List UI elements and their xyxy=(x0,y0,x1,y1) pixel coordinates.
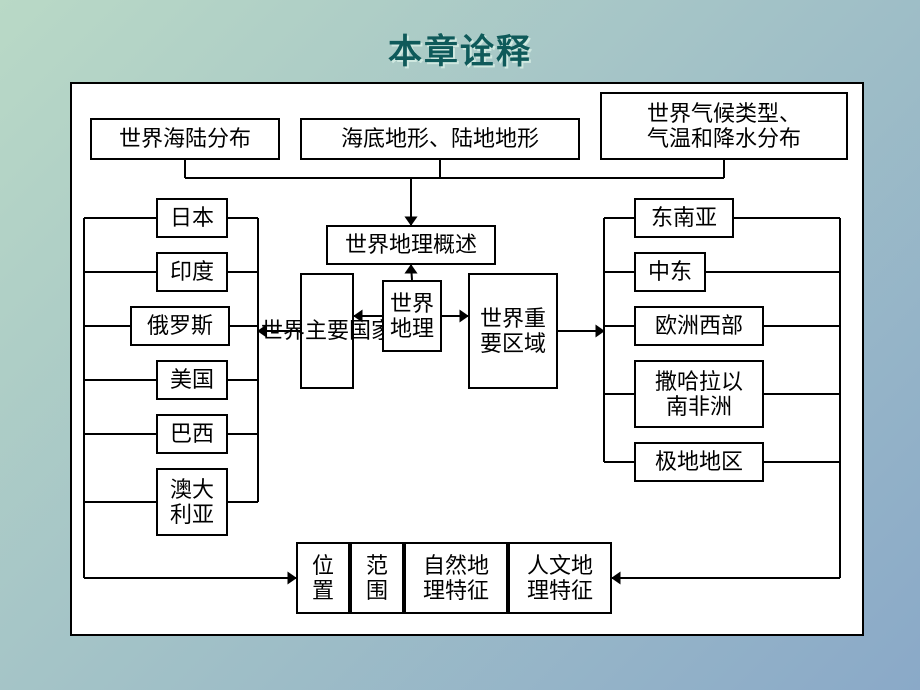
node-b_pos: 位 置 xyxy=(296,542,350,614)
node-r_af: 撒哈拉以 南非洲 xyxy=(634,360,764,428)
node-c_au: 澳大 利亚 xyxy=(156,468,228,536)
node-c_br: 巴西 xyxy=(156,414,228,454)
node-c_jp: 日本 xyxy=(156,198,228,238)
node-b_nat: 自然地 理特征 xyxy=(404,542,508,614)
node-c_in: 印度 xyxy=(156,252,228,292)
node-c_us: 美国 xyxy=(156,360,228,400)
node-r_pol: 极地地区 xyxy=(634,442,764,482)
node-overview: 世界地理概述 xyxy=(326,225,496,265)
node-regions: 世界重 要区域 xyxy=(468,273,558,389)
slide: 本章诠释 世界海陆分布海底地形、陆地地形世界气候类型、 气温和降水分布世界地理概… xyxy=(0,0,920,690)
page-title: 本章诠释 xyxy=(0,24,920,73)
node-r_eu: 欧洲西部 xyxy=(634,306,764,346)
node-top_mid: 海底地形、陆地地形 xyxy=(300,118,580,160)
node-top_left: 世界海陆分布 xyxy=(90,118,280,160)
node-r_me: 中东 xyxy=(634,252,706,292)
node-c_ru: 俄罗斯 xyxy=(130,306,230,346)
node-top_right: 世界气候类型、 气温和降水分布 xyxy=(600,92,848,160)
node-b_hum: 人文地 理特征 xyxy=(508,542,612,614)
node-r_sea: 东南亚 xyxy=(634,198,734,238)
node-countries: 世界主要国家 xyxy=(300,273,354,389)
node-b_range: 范 围 xyxy=(350,542,404,614)
node-center: 世界 地理 xyxy=(382,280,442,352)
